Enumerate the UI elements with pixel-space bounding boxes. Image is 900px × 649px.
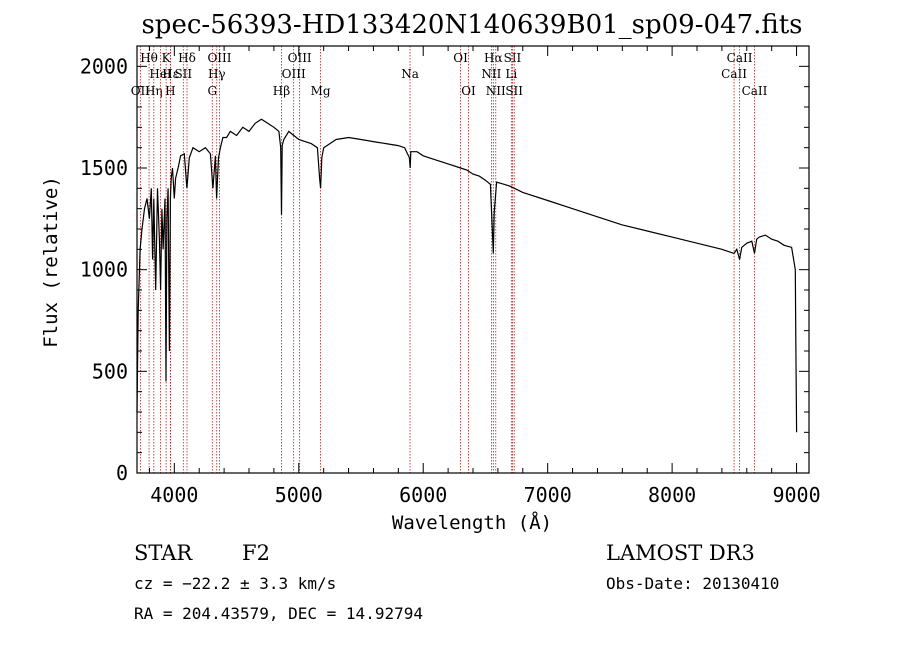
spectral-line-label: OII	[131, 84, 151, 98]
spectral-line-label: G	[207, 84, 217, 98]
spectral-line-label: Hγ	[208, 67, 226, 81]
spectral-line-label: Hα	[484, 51, 503, 65]
spectral-line-label: NII	[486, 84, 506, 98]
y-tick-label: 500	[92, 359, 128, 383]
spectral-line-label: OIII	[282, 67, 306, 81]
y-tick-label: 1500	[80, 156, 128, 180]
y-tick-label: 0	[116, 461, 128, 485]
spectral-line-label: Hη	[145, 84, 163, 98]
object-subclass: F2	[242, 541, 270, 565]
spectral-line-label: CaII	[742, 84, 768, 98]
spectral-line-label: OI	[453, 51, 468, 65]
x-tick-label: 6000	[399, 483, 447, 507]
spectral-line-label: CaII	[721, 67, 747, 81]
spectral-line-label: OIII	[207, 51, 231, 65]
spectral-line-label: Li	[505, 67, 517, 81]
spectral-line-label: Hβ	[273, 84, 290, 98]
x-tick-label: 8000	[648, 483, 696, 507]
x-tick-label: 7000	[524, 483, 572, 507]
object-class: STAR	[134, 541, 193, 565]
spectral-line-label: OI	[461, 84, 476, 98]
spectral-line-label: CaII	[727, 51, 753, 65]
x-axis-label: Wavelength (Å)	[392, 511, 552, 534]
y-tick-label: 2000	[80, 54, 128, 78]
survey-name: LAMOST DR3	[606, 541, 755, 565]
redshift-cz: cz = −22.2 ± 3.3 km/s	[134, 574, 336, 593]
obs-date: Obs-Date: 20130410	[606, 574, 779, 593]
spectral-line-label: SII	[174, 67, 192, 81]
y-tick-label: 1000	[80, 258, 128, 282]
y-axis-ticks: 0 500 1000 1500 2000	[80, 45, 809, 485]
x-axis-ticks: 4000 5000 6000 7000 8000 9000	[148, 46, 821, 507]
spectral-line-label: Mg	[311, 84, 331, 98]
x-tick-label: 4000	[150, 483, 198, 507]
spectral-line-label: SII	[504, 51, 522, 65]
y-axis-label: Flux (relative)	[40, 176, 62, 348]
spectral-line-label: Hδ	[178, 51, 196, 65]
coordinates: RA = 204.43579, DEC = 14.92794	[134, 604, 423, 623]
spectral-line-label: Hε	[162, 67, 179, 81]
chart-title: spec-56393-HD133420N140639B01_sp09-047.f…	[141, 10, 802, 40]
spectral-line-label: K	[162, 51, 172, 65]
spectral-line-label: Hθ	[140, 51, 158, 65]
x-tick-label: 9000	[772, 483, 820, 507]
x-tick-label: 5000	[275, 483, 323, 507]
spectral-line-label: Na	[401, 67, 419, 81]
spectral-line-label: NII	[481, 67, 501, 81]
spectral-line-markers: OIIHθHηHeIKHHεSIIHδGHγOIIIHβOIIIOIIIMgNa…	[131, 46, 768, 473]
spectral-line-label: SII	[505, 84, 523, 98]
plot-frame	[136, 45, 810, 474]
spectrum-series-line	[136, 118, 798, 433]
spectral-line-label: OIII	[288, 51, 312, 65]
